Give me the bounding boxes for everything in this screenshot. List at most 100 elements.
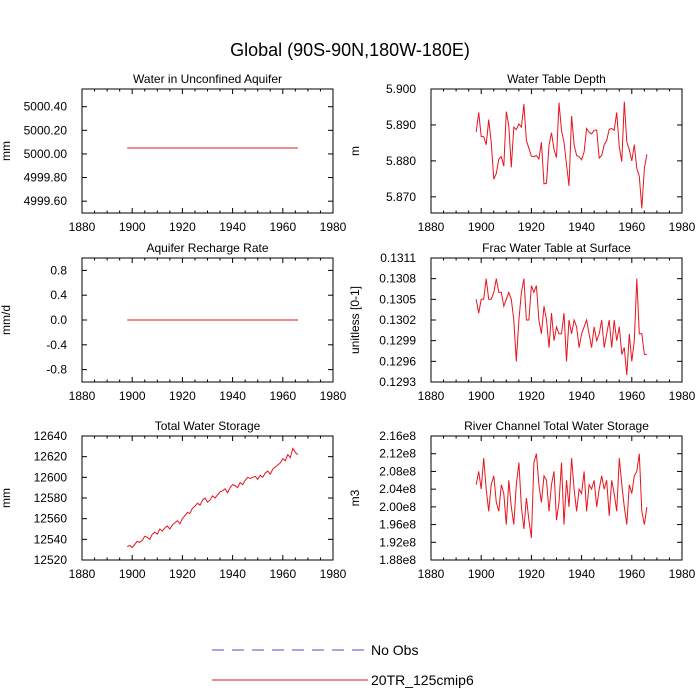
plot-frame — [81, 435, 334, 561]
x-tick-label: 1900 — [468, 220, 495, 234]
y-tick-label: 0.8 — [50, 263, 67, 277]
x-tick-label: 1880 — [69, 220, 96, 234]
y-tick-label: 2.00e8 — [379, 500, 416, 514]
x-tick-label: 1880 — [69, 389, 96, 403]
x-tick-label: 1960 — [269, 220, 296, 234]
y-tick-label: 0.1299 — [379, 334, 416, 348]
y-tick-label: 12520 — [34, 553, 68, 567]
x-tick-label: 1980 — [320, 567, 347, 581]
y-tick-label: 5.880 — [386, 154, 416, 168]
y-tick-label: -0.4 — [46, 338, 67, 352]
y-axis-label: mm/d — [0, 305, 13, 335]
x-tick-label: 1920 — [518, 567, 545, 581]
x-tick-label: 1900 — [468, 567, 495, 581]
y-tick-label: 12580 — [34, 491, 68, 505]
y-tick-label: -0.8 — [46, 363, 67, 377]
y-tick-label: 0.1293 — [379, 375, 416, 389]
panel-title: Aquifer Recharge Rate — [146, 241, 268, 255]
panel-5: River Channel Total Water Storage 1880 190… — [348, 419, 696, 581]
legend-label-20tr: 20TR_125cmip6 — [371, 672, 474, 688]
y-tick-label: 12600 — [34, 470, 68, 484]
panel-title: Frac Water Table at Surface — [482, 241, 631, 255]
panel-title: Water Table Depth — [507, 72, 606, 86]
x-tick-label: 1960 — [618, 389, 645, 403]
x-tick-label: 1980 — [320, 220, 347, 234]
x-tick-label: 1940 — [568, 567, 595, 581]
y-axis-label: m3 — [348, 489, 362, 506]
x-tick-label: 1920 — [169, 389, 196, 403]
plot-frame — [81, 88, 334, 214]
y-tick-label: 2.04e8 — [379, 482, 416, 496]
y-axis-label: unitless [0-1] — [348, 286, 362, 354]
x-tick-label: 1940 — [219, 389, 246, 403]
y-tick-label: 0.1302 — [379, 313, 416, 327]
legend-label-no-obs: No Obs — [371, 642, 418, 658]
panel-title: Water in Unconfined Aquifer — [133, 72, 282, 86]
figure-title: Global (90S-90N,180W-180E) — [230, 40, 470, 60]
y-axis-label: m — [348, 146, 362, 156]
panel-2: Aquifer Recharge Rate 1880 1900 1920 1940 196… — [0, 241, 347, 403]
x-tick-label: 1940 — [219, 567, 246, 581]
y-tick-label: 1.88e8 — [379, 553, 416, 567]
y-tick-label: 5000.40 — [24, 100, 68, 114]
panel-title: River Channel Total Water Storage — [464, 419, 649, 433]
y-tick-label: 2.08e8 — [379, 464, 416, 478]
x-tick-label: 1920 — [169, 220, 196, 234]
y-axis-label: mm — [0, 141, 13, 161]
panel-3: Frac Water Table at Surface 1880 1900 1920 1… — [348, 241, 696, 403]
y-tick-label: 12640 — [34, 429, 68, 443]
x-tick-label: 1920 — [518, 220, 545, 234]
y-tick-label: 1.92e8 — [379, 535, 416, 549]
y-axis-label: mm — [0, 488, 13, 508]
x-tick-label: 1920 — [518, 389, 545, 403]
panel-1: Water Table Depth 1880 1900 1920 1940 1960 198… — [348, 72, 696, 234]
x-tick-label: 1980 — [669, 567, 696, 581]
panels: Water in Unconfined Aquifer 1880 1900 1920 1… — [0, 72, 696, 581]
series-line-0 — [475, 453, 648, 538]
y-tick-label: 0.1305 — [379, 292, 416, 306]
panel-4: Total Water Storage 1880 1900 1920 1940 1960 1… — [0, 419, 347, 581]
y-tick-label: 12560 — [34, 512, 68, 526]
y-tick-label: 0.1296 — [379, 354, 416, 368]
y-tick-label: 0.0 — [50, 313, 67, 327]
y-tick-label: 5000.20 — [24, 123, 68, 137]
y-tick-label: 0.4 — [50, 288, 67, 302]
y-tick-label: 12540 — [34, 532, 68, 546]
series-line-0 — [475, 278, 647, 376]
plot-frame — [430, 435, 683, 561]
x-tick-label: 1940 — [568, 389, 595, 403]
legend: No Obs 20TR_125cmip6 — [212, 642, 474, 688]
y-tick-label: 5000.00 — [24, 147, 68, 161]
x-tick-label: 1900 — [119, 220, 146, 234]
x-tick-label: 1960 — [618, 567, 645, 581]
x-tick-label: 1980 — [669, 220, 696, 234]
y-tick-label: 5.900 — [386, 82, 416, 96]
x-tick-label: 1940 — [219, 220, 246, 234]
x-tick-label: 1980 — [669, 389, 696, 403]
y-tick-label: 1.96e8 — [379, 518, 416, 532]
panel-0: Water in Unconfined Aquifer 1880 1900 1920 1… — [0, 72, 347, 234]
x-tick-label: 1980 — [320, 389, 347, 403]
y-tick-label: 4999.80 — [24, 171, 68, 185]
x-tick-label: 1960 — [269, 567, 296, 581]
x-tick-label: 1880 — [418, 220, 445, 234]
y-tick-label: 0.1311 — [380, 251, 416, 265]
y-tick-label: 0.1308 — [379, 272, 416, 286]
panel-title: Total Water Storage — [155, 419, 261, 433]
y-tick-label: 5.870 — [386, 190, 416, 204]
plot-frame — [430, 257, 683, 383]
x-tick-label: 1960 — [618, 220, 645, 234]
x-tick-label: 1900 — [468, 389, 495, 403]
y-tick-label: 2.16e8 — [379, 429, 416, 443]
y-tick-label: 5.890 — [386, 118, 416, 132]
x-tick-label: 1880 — [418, 389, 445, 403]
x-tick-label: 1940 — [568, 220, 595, 234]
y-tick-label: 4999.60 — [24, 194, 68, 208]
x-tick-label: 1900 — [119, 567, 146, 581]
y-tick-label: 12620 — [34, 450, 68, 464]
y-tick-label: 2.12e8 — [379, 447, 416, 461]
x-tick-label: 1880 — [69, 567, 96, 581]
series-line-0 — [126, 447, 299, 549]
x-tick-label: 1960 — [269, 389, 296, 403]
